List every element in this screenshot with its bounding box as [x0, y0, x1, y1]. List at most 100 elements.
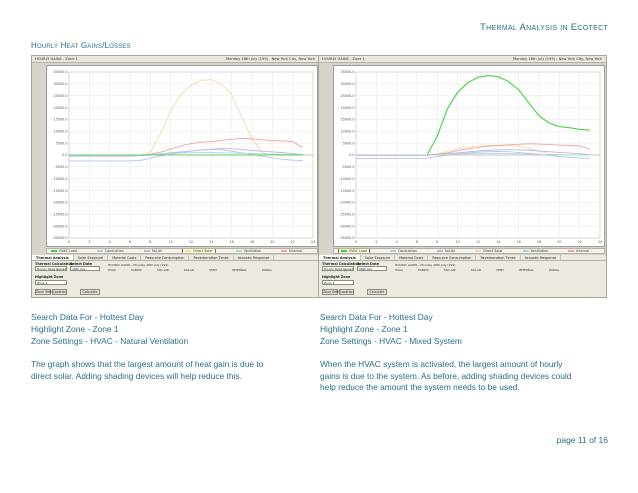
legend-item[interactable]: Conduction — [389, 249, 417, 253]
caption-description: When the HVAC system is activated, the l… — [320, 359, 610, 394]
y-tick-label: -35000.0 — [52, 236, 67, 240]
x-tick-label: 4 — [109, 240, 111, 244]
chart-title-bar-text: HOURLY GAINS - Zone 1 — [322, 57, 365, 61]
calculate-button[interactable]: Calculate — [367, 289, 387, 295]
tab-reverberation-times[interactable]: Reverberation Times — [189, 255, 234, 260]
x-tick-label: 14 — [496, 240, 500, 244]
legend-swatch — [281, 250, 288, 252]
legend-item[interactable]: Direct Solar — [475, 249, 503, 253]
chart-title-bar: HOURLY GAINS - Zone 1 Monday 18th July (… — [319, 56, 606, 63]
tab-resource-consumption[interactable]: Resource Consumption — [428, 255, 477, 260]
tab-material-costs[interactable]: Material Costs — [395, 255, 429, 260]
tab-acoustic-response[interactable]: Acoustic Response — [521, 255, 562, 260]
calculate-button[interactable]: Calculate — [80, 289, 100, 295]
y-tick-label: -10000.0 — [52, 177, 67, 181]
select-date-label: Select Date — [70, 262, 93, 266]
legend-swatch — [522, 250, 529, 252]
select-date-label: Select Date — [357, 262, 380, 266]
caption-description-line: gains is due to the system. As before, a… — [320, 370, 572, 381]
legend-item[interactable]: HVAC Load — [51, 249, 77, 253]
x-tick-label: 12 — [476, 240, 480, 244]
legend-item[interactable]: Conduction — [96, 249, 124, 253]
y-tick-label: -15000.0 — [52, 189, 67, 193]
hourly-gains-chart: 35000.0 30000.0 25000.0 20000.0 15000.0 10000… — [46, 65, 318, 247]
panel-col-header: INTERNAL — [518, 268, 534, 272]
x-tick-label: 4 — [396, 240, 398, 244]
location-button[interactable]: Location — [52, 289, 67, 295]
caption-description-line: The graph shows that the largest amount … — [31, 358, 264, 369]
legend-item[interactable]: Sol-Air — [143, 249, 162, 253]
thermal-calc-select[interactable]: Hourly Heat Gains/Losses — [322, 266, 354, 271]
panel-info-line: HOURLY GAINS - Monday 18th July (199) — [108, 262, 169, 267]
tab-reverberation-times[interactable]: Reverberation Times — [476, 255, 521, 260]
tab-material-costs[interactable]: Material Costs — [108, 255, 142, 260]
tab-thermal-analysis[interactable]: Thermal Analysis — [32, 255, 74, 260]
chart-legend: HVAC Load Conduction Sol-Air Direct Solar Ve… — [333, 248, 605, 254]
thermal-calc-label: Thermal Calculation — [35, 262, 74, 266]
y-tick-label: 15000.0 — [340, 118, 354, 122]
tab-solar-exposure[interactable]: Solar Exposure — [361, 255, 396, 260]
highlight-zone-select[interactable]: Zone 1 — [35, 280, 67, 285]
legend-item[interactable]: Internal — [281, 249, 302, 253]
x-tick-label: 18 — [537, 240, 541, 244]
zone-settings-button[interactable]: Zone Settings — [322, 289, 346, 295]
caption-description-line: help reduce the amount the system needs … — [320, 382, 520, 393]
select-date-input[interactable]: 18th July — [357, 266, 387, 271]
legend-item[interactable]: HVAC Load — [338, 249, 370, 253]
y-tick-label: 0.0 — [349, 153, 354, 157]
panel-col-header: FABRIC — [131, 268, 142, 272]
legend-item[interactable]: Sol-Air — [436, 249, 455, 253]
zone-settings-button[interactable]: Zone Settings — [35, 289, 59, 295]
hourly-gains-chart-svg: 35000.030000.025000.020000.015000.010000… — [339, 70, 602, 244]
legend-swatch — [341, 250, 347, 252]
legend-label: Direct Solar — [193, 249, 213, 253]
legend-swatch — [389, 250, 396, 252]
panel-col-header: HVAC — [108, 268, 117, 272]
panel-col-header: FABRIC — [418, 268, 429, 272]
legend-label: HVAC Load — [59, 249, 77, 253]
y-tick-label: 20000.0 — [340, 106, 354, 110]
legend-item[interactable]: Ventilation — [235, 249, 261, 253]
x-tick-label: 0 — [355, 240, 357, 244]
y-tick-label: 15000.0 — [53, 118, 67, 122]
legend-swatch — [96, 250, 103, 252]
series-line — [356, 150, 590, 160]
caption-zone-settings: Zone Settings - HVAC - Mixed System — [320, 335, 462, 346]
panel-col-header: SOLAR — [183, 268, 194, 272]
caption-description: The graph shows that the largest amount … — [31, 359, 313, 383]
panel-col-header: VENT — [208, 268, 217, 272]
y-tick-label: -5000.0 — [341, 165, 354, 169]
tab-thermal-analysis[interactable]: Thermal Analysis — [319, 255, 361, 260]
location-button[interactable]: Location — [339, 289, 354, 295]
x-tick-label: 2 — [375, 240, 377, 244]
tab-solar-exposure[interactable]: Solar Exposure — [74, 255, 109, 260]
caption-highlight-zone: Highlight Zone - Zone 1 — [31, 323, 119, 334]
caption-natural-ventilation: Search Data For - Hottest Day Highlight … — [31, 312, 313, 382]
legend-label: Internal — [289, 249, 303, 253]
legend-item[interactable]: Ventilation — [522, 249, 548, 253]
y-tick-label: -30000.0 — [339, 224, 354, 228]
y-tick-label: -5000.0 — [54, 165, 67, 169]
thermal-analysis-panel: Thermal Calculation Hourly Heat Gains/Lo… — [319, 261, 606, 297]
thermal-analysis-panel: Thermal Calculation Hourly Heat Gains/Lo… — [32, 261, 319, 297]
highlight-zone-select[interactable]: Zone 1 — [322, 280, 354, 285]
legend-swatch — [475, 250, 482, 252]
series-line — [69, 149, 303, 162]
panel-col-header: INTERNAL — [231, 268, 247, 272]
y-tick-label: 25000.0 — [53, 94, 67, 98]
tab-acoustic-response[interactable]: Acoustic Response — [234, 255, 275, 260]
chart-title-bar-text: HOURLY GAINS - Zone 1 — [35, 57, 78, 61]
x-tick-label: 18 — [250, 240, 254, 244]
thermal-calc-select[interactable]: Hourly Heat Gains/Losses — [35, 266, 67, 271]
tab-resource-consumption[interactable]: Resource Consumption — [141, 255, 190, 260]
panel-col-header: SOL-AIR — [443, 268, 456, 272]
x-tick-label: 20 — [557, 240, 561, 244]
series-line — [356, 152, 590, 156]
panel-col-header: SOLAR — [470, 268, 481, 272]
page-number: page 11 of 16 — [556, 435, 608, 445]
legend-item[interactable]: Internal — [568, 249, 589, 253]
select-date-input[interactable]: 18th July — [70, 266, 100, 271]
legend-item[interactable]: Direct Solar — [182, 249, 216, 253]
y-tick-label: 30000.0 — [53, 82, 67, 86]
x-tick-label: 10 — [169, 240, 173, 244]
